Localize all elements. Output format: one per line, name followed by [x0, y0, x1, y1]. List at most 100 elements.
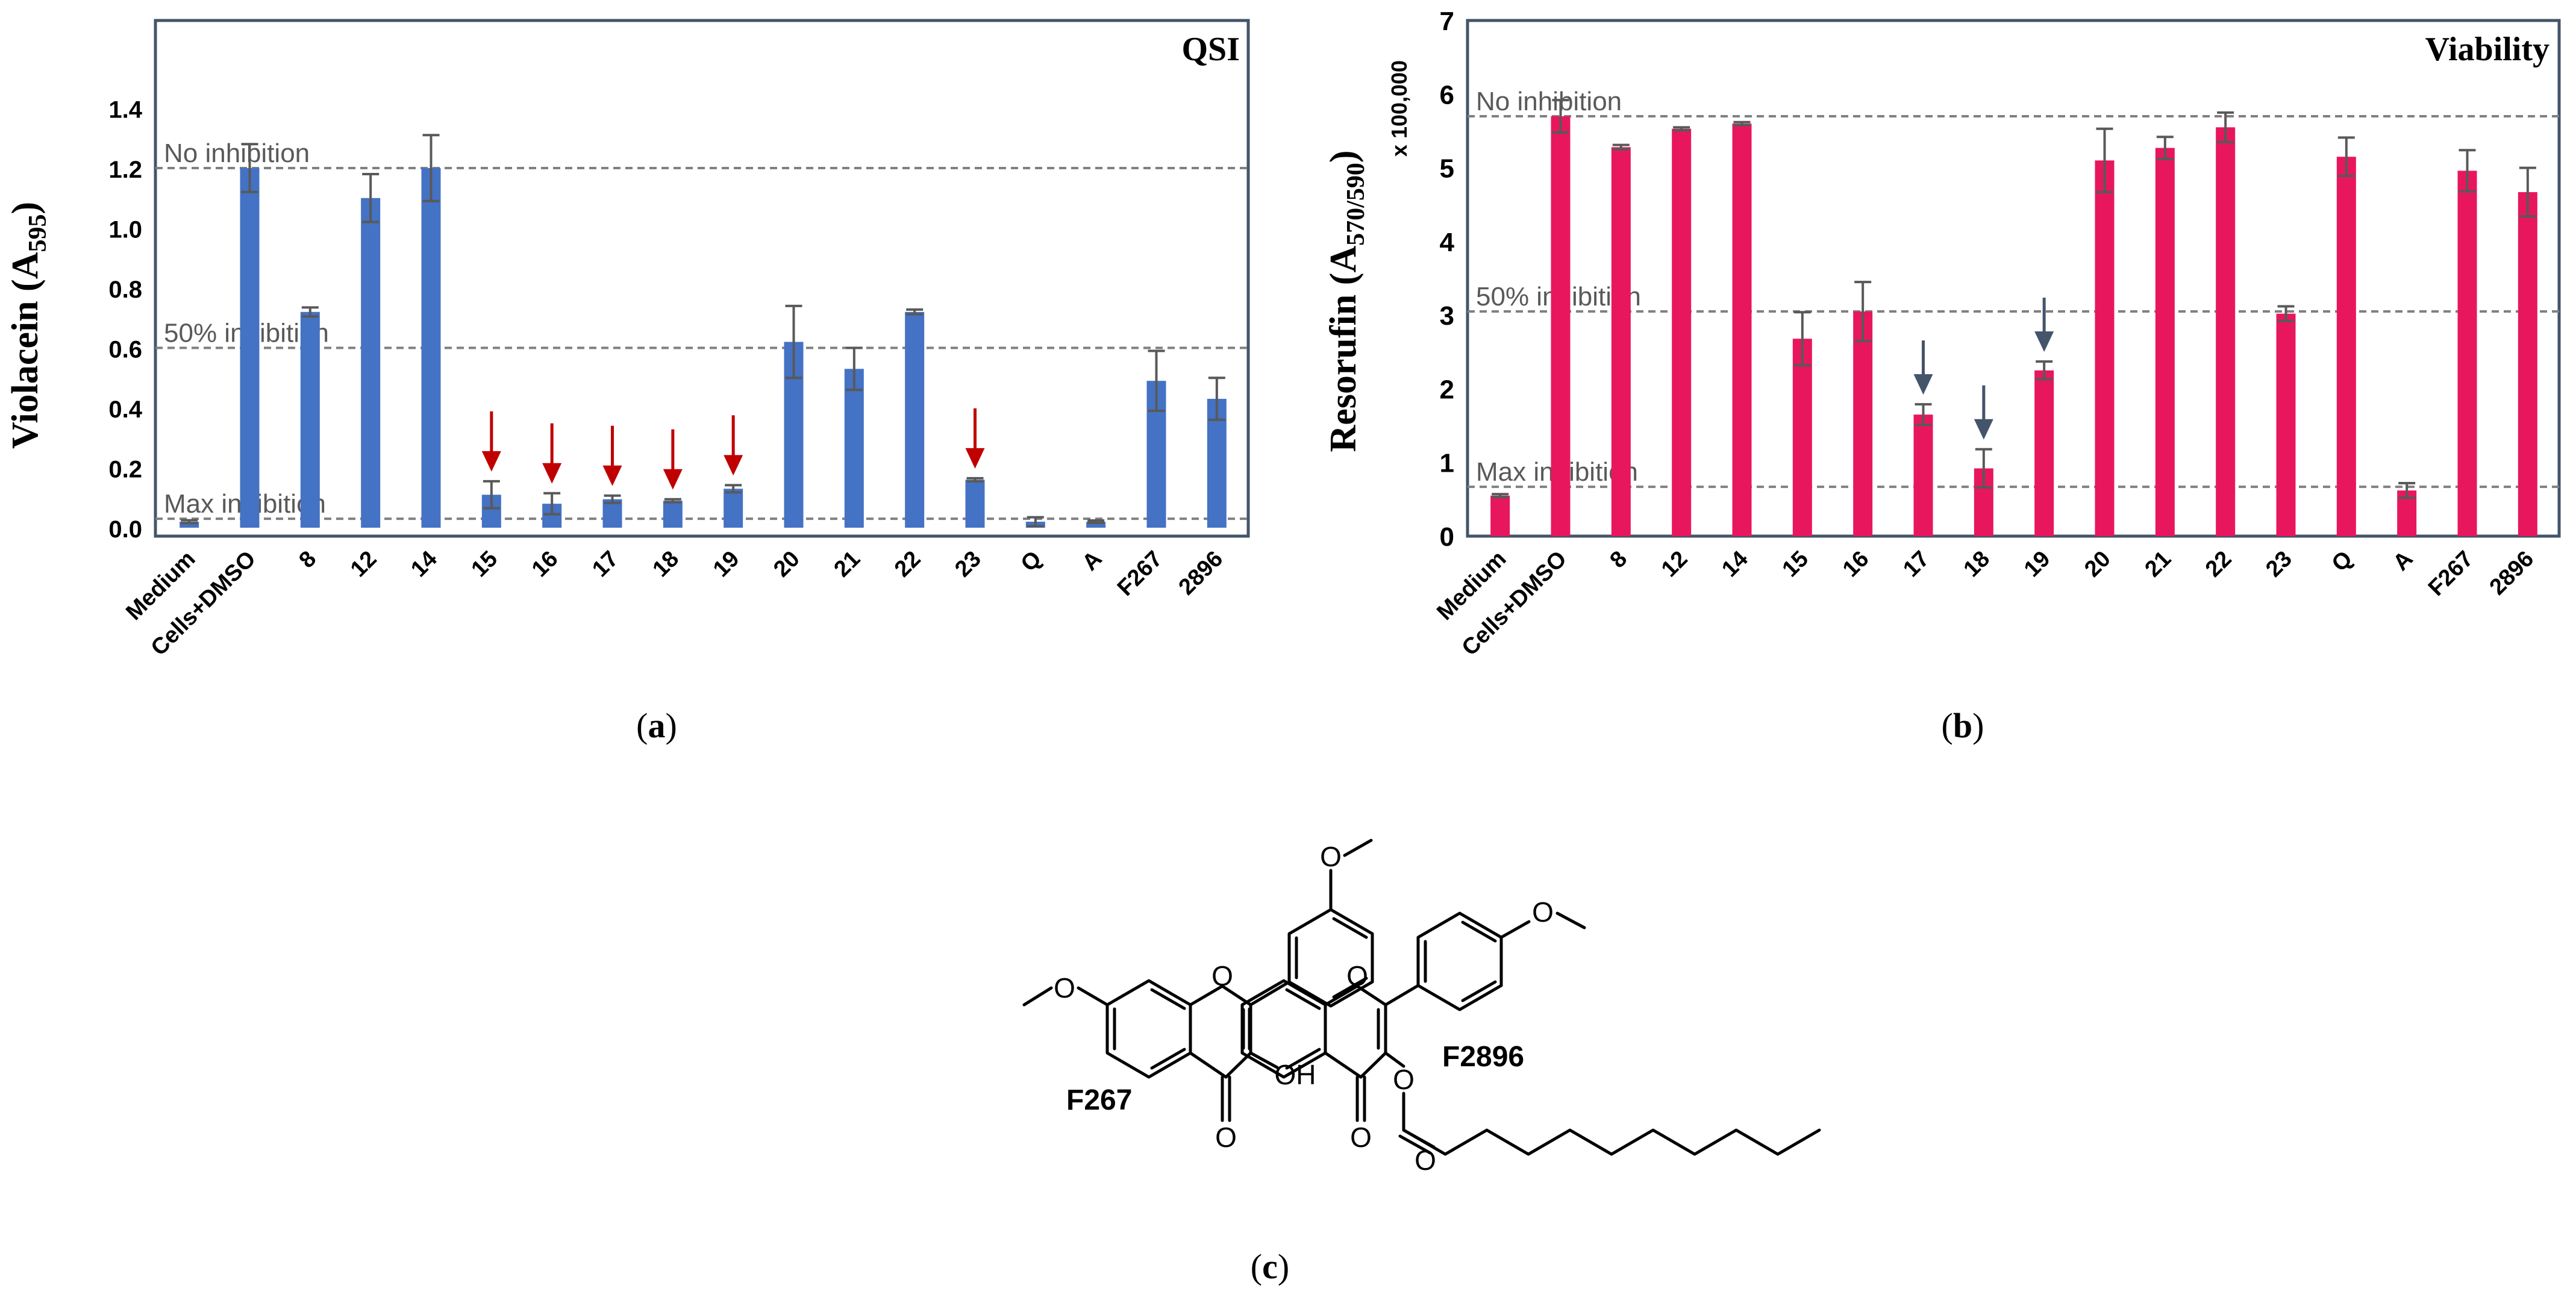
f267-carbonyl-o: O [1215, 1122, 1237, 1153]
x-tick-label: Q [1016, 546, 1047, 577]
reference-label-no-inhibition: No inhibition [1476, 87, 1622, 116]
arrow-head-17 [602, 465, 622, 486]
bar-a [1086, 522, 1106, 528]
reference-label-no-inhibition: No inhibition [164, 139, 310, 168]
x-tick-label: 18 [1959, 546, 1995, 583]
panel-a-bars [180, 168, 1227, 528]
f267-link [1249, 980, 1291, 1007]
f2896-c-ring [1324, 984, 1387, 1079]
f267-b-ring-double-2 [1332, 976, 1368, 999]
x-tick-label: 12 [346, 546, 382, 583]
panel-c-atom-labels: O O O OH O O O O O O F267 F2896 [1054, 841, 1554, 1176]
panel-b-title: Viability [2425, 31, 2549, 68]
arrow-head-16 [542, 463, 562, 484]
y-tick-label: 1 [1440, 449, 1454, 478]
x-tick-label: 8 [1605, 546, 1633, 573]
bar-19 [2034, 370, 2054, 536]
x-tick-label: 23 [2261, 546, 2297, 583]
f267-b-ring-double-3 [1332, 917, 1368, 939]
arrow-head-17 [1913, 374, 1933, 395]
panel-a-error-bars [181, 134, 1225, 528]
panel-c-caption: (c) [1251, 1247, 1289, 1286]
x-tick-label: Cells+DMSO [146, 546, 261, 661]
x-tick-label: 20 [769, 546, 805, 583]
x-tick-label: 14 [406, 546, 442, 583]
x-tick-label: 22 [2201, 546, 2237, 583]
x-tick-label: 18 [648, 546, 684, 583]
panel-b-bars [1490, 116, 2537, 537]
panel-a-arrows [481, 408, 985, 490]
x-tick-label: 15 [1778, 546, 1814, 583]
bar-cells-dmso [240, 168, 260, 528]
bar-23 [2276, 313, 2296, 536]
f267-oh-bond [1249, 1051, 1279, 1069]
bar-14 [421, 168, 441, 528]
bar-20 [2095, 160, 2115, 536]
f2896-a-ring-double-2 [1285, 1048, 1321, 1070]
y-tick-label: 1.0 [108, 217, 142, 243]
x-tick-label: 12 [1657, 546, 1693, 583]
x-tick-label: 16 [527, 546, 563, 583]
panel-a-frame [154, 19, 1250, 538]
f267-ome-methyl [1022, 986, 1053, 1007]
bar-medium [180, 522, 199, 528]
panel-b-y-ticks: 0 1 2 3 4 5 6 7 [1440, 7, 1455, 552]
panel-b-chart: Viability Resorufin (A570/590) x 100,000… [1323, 7, 2561, 661]
y-tick-label: 3 [1440, 301, 1454, 331]
panel-a-caption: (a) [636, 706, 677, 745]
y-tick-label: 5 [1440, 154, 1454, 184]
f2896-b-ring-double-2 [1461, 980, 1497, 1002]
bar-14 [1732, 123, 1752, 536]
panel-a-y-axis-label: Violacein (A595) [5, 202, 52, 449]
x-tick-label: 22 [890, 546, 926, 583]
arrow-head-18 [663, 469, 683, 490]
x-tick-label: 19 [708, 546, 745, 583]
bar-8 [1611, 147, 1631, 536]
arrow-head-18 [1974, 419, 1993, 440]
x-tick-label: 15 [467, 546, 503, 583]
bar-21 [2155, 148, 2175, 536]
f267-b-ring [1287, 908, 1374, 1008]
y-tick-label: 4 [1440, 228, 1455, 257]
f2896-carbonyl-o: O [1350, 1122, 1372, 1153]
f2896-ester-co-2 [1398, 1134, 1432, 1155]
f2896-b-ome-methyl [1555, 911, 1586, 930]
bar-22 [2216, 127, 2236, 537]
y-tick-label: 0.0 [108, 516, 142, 543]
panel-b-arrows [1913, 298, 2054, 440]
structure-f267 [1022, 839, 1374, 1122]
x-tick-label: 2896 [2485, 546, 2539, 600]
f2896-ring-o: O [1346, 960, 1368, 992]
x-tick-label: Q [2327, 546, 2358, 577]
x-tick-label: 20 [2080, 546, 2116, 583]
panel-a-y-ticks: 0.0 0.2 0.4 0.6 0.8 1.0 1.2 1.4 [108, 97, 142, 543]
panel-b-y-axis-label: Resorufin (A570/590) [1323, 150, 1370, 452]
y-tick-label: 0.4 [108, 396, 142, 423]
x-tick-label: 23 [950, 546, 986, 583]
bar-12 [361, 198, 381, 528]
y-tick-label: 2 [1440, 375, 1454, 404]
y-tick-label: 1.4 [108, 97, 142, 123]
f267-a-ring-double-2 [1150, 1048, 1186, 1070]
structure-f2896 [1240, 911, 1821, 1156]
panel-b-y-unit: x 100,000 [1387, 60, 1411, 157]
f2896-ester-o: O [1393, 1064, 1415, 1095]
bar-23 [965, 480, 985, 528]
y-tick-label: 0.6 [108, 337, 142, 363]
y-tick-label: 0.2 [108, 457, 142, 483]
arrow-head-19 [2034, 331, 2054, 352]
bar-2896 [2518, 192, 2537, 536]
x-tick-label: Cells+DMSO [1457, 546, 1572, 661]
bar-17 [1913, 414, 1933, 536]
f2896-label: F2896 [1442, 1041, 1524, 1073]
panel-b-frame [1466, 19, 2561, 538]
panel-b-error-bars [1492, 99, 2536, 499]
bar-f267 [2457, 170, 2477, 536]
x-tick-label: 2896 [1174, 546, 1228, 600]
x-tick-label: 17 [587, 546, 624, 583]
bar-q [2336, 157, 2356, 536]
bar-medium [1490, 495, 1510, 536]
f2896-ester-carbonyl-o: O [1415, 1145, 1436, 1176]
